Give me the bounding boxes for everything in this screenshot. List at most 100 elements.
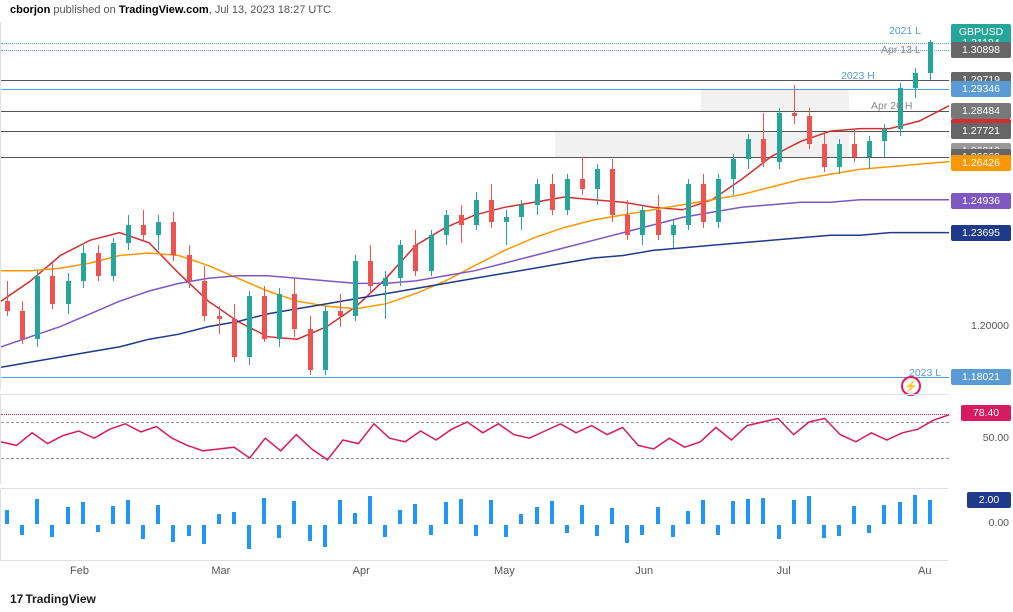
- annotation[interactable]: 2021 L: [889, 25, 921, 37]
- annotation[interactable]: Apr 13 L: [881, 44, 921, 56]
- candle[interactable]: [141, 22, 146, 390]
- volume-bar[interactable]: [217, 514, 221, 524]
- volume-bar[interactable]: [595, 525, 599, 536]
- volume-bar[interactable]: [353, 513, 357, 524]
- candle[interactable]: [171, 22, 176, 390]
- main-chart[interactable]: 2021 LApr 13 L2023 HApr 26 H2023 L⚡: [0, 22, 1013, 390]
- candle[interactable]: [489, 22, 494, 390]
- volume-bar[interactable]: [126, 500, 130, 524]
- candle[interactable]: [610, 22, 615, 390]
- candle[interactable]: [126, 22, 131, 390]
- volume-bar[interactable]: [459, 499, 463, 524]
- candle[interactable]: [792, 22, 797, 390]
- volume-bar[interactable]: [822, 525, 826, 538]
- volume-bar[interactable]: [308, 525, 312, 541]
- candle[interactable]: [35, 22, 40, 390]
- volume-bar[interactable]: [323, 525, 327, 547]
- candle[interactable]: [671, 22, 676, 390]
- candle[interactable]: [746, 22, 751, 390]
- volume-bar[interactable]: [565, 525, 569, 533]
- volume-bar[interactable]: [429, 525, 433, 535]
- candle[interactable]: [459, 22, 464, 390]
- candle[interactable]: [202, 22, 207, 390]
- candle[interactable]: [913, 22, 918, 390]
- volume-bar[interactable]: [777, 525, 781, 539]
- price-label[interactable]: 1.18021: [951, 369, 1011, 385]
- volume-bar[interactable]: [66, 507, 70, 524]
- candle[interactable]: [625, 22, 630, 390]
- candle[interactable]: [383, 22, 388, 390]
- time-axis[interactable]: FebMarAprMayJunJulAu: [0, 560, 948, 584]
- candle[interactable]: [5, 22, 10, 390]
- candle[interactable]: [777, 22, 782, 390]
- volume-bar[interactable]: [731, 501, 735, 524]
- price-label[interactable]: 1.28484: [951, 103, 1011, 119]
- candle[interactable]: [413, 22, 418, 390]
- candle[interactable]: [368, 22, 373, 390]
- price-label[interactable]: 1.29346: [951, 81, 1011, 97]
- volume-bar[interactable]: [368, 496, 372, 524]
- volume-bar[interactable]: [141, 525, 145, 539]
- candle[interactable]: [429, 22, 434, 390]
- volume-bar[interactable]: [474, 525, 478, 536]
- price-label[interactable]: 1.23695: [951, 225, 1011, 241]
- volume-bar[interactable]: [232, 512, 236, 524]
- volume-bar[interactable]: [247, 525, 251, 549]
- volume-bar[interactable]: [610, 508, 614, 524]
- candle[interactable]: [81, 22, 86, 390]
- volume-bar[interactable]: [761, 498, 765, 524]
- candle[interactable]: [20, 22, 25, 390]
- annotation[interactable]: Apr 26 H: [871, 100, 912, 112]
- candle[interactable]: [96, 22, 101, 390]
- candle[interactable]: [761, 22, 766, 390]
- candle[interactable]: [353, 22, 358, 390]
- candle[interactable]: [217, 22, 222, 390]
- volume-bar[interactable]: [550, 501, 554, 524]
- candle[interactable]: [898, 22, 903, 390]
- volume-bar[interactable]: [156, 505, 160, 524]
- volume-bar[interactable]: [81, 502, 85, 524]
- volume-bar[interactable]: [701, 500, 705, 524]
- volume-bar[interactable]: [292, 501, 296, 524]
- volume-bar[interactable]: [519, 514, 523, 524]
- candle[interactable]: [565, 22, 570, 390]
- volume-bar[interactable]: [504, 525, 508, 537]
- rsi-current-label[interactable]: 78.40: [961, 405, 1011, 421]
- volume-bar[interactable]: [444, 502, 448, 524]
- candle[interactable]: [716, 22, 721, 390]
- candle[interactable]: [731, 22, 736, 390]
- volume-bar[interactable]: [413, 504, 417, 524]
- volume-bar[interactable]: [671, 525, 675, 537]
- candle[interactable]: [444, 22, 449, 390]
- volume-bar[interactable]: [852, 506, 856, 524]
- rsi-pane[interactable]: [0, 394, 948, 484]
- volume-bar[interactable]: [20, 525, 24, 535]
- candle[interactable]: [550, 22, 555, 390]
- volume-current-label[interactable]: 2.00: [967, 492, 1011, 508]
- candle[interactable]: [187, 22, 192, 390]
- volume-bar[interactable]: [837, 525, 841, 536]
- volume-bar[interactable]: [686, 511, 690, 524]
- volume-bar[interactable]: [383, 525, 387, 537]
- price-label[interactable]: 1.27721: [951, 123, 1011, 139]
- candle[interactable]: [822, 22, 827, 390]
- price-label[interactable]: 1.26426: [951, 155, 1011, 171]
- candle[interactable]: [111, 22, 116, 390]
- price-scale[interactable]: GBPUSD1.311841.308981.297191.293461.2848…: [948, 22, 1013, 390]
- volume-bar[interactable]: [96, 525, 100, 532]
- candle[interactable]: [277, 22, 282, 390]
- volume-bar[interactable]: [171, 525, 175, 542]
- candle[interactable]: [882, 22, 887, 390]
- candle[interactable]: [66, 22, 71, 390]
- volume-bar[interactable]: [640, 525, 644, 535]
- volume-bar[interactable]: [913, 495, 917, 524]
- flash-icon[interactable]: ⚡: [901, 376, 921, 396]
- candle[interactable]: [686, 22, 691, 390]
- candle[interactable]: [519, 22, 524, 390]
- candle[interactable]: [640, 22, 645, 390]
- candle[interactable]: [580, 22, 585, 390]
- volume-bar[interactable]: [928, 500, 932, 524]
- volume-bar[interactable]: [277, 525, 281, 538]
- annotation[interactable]: 2023 H: [841, 70, 875, 82]
- price-label[interactable]: 1.24936: [951, 193, 1011, 209]
